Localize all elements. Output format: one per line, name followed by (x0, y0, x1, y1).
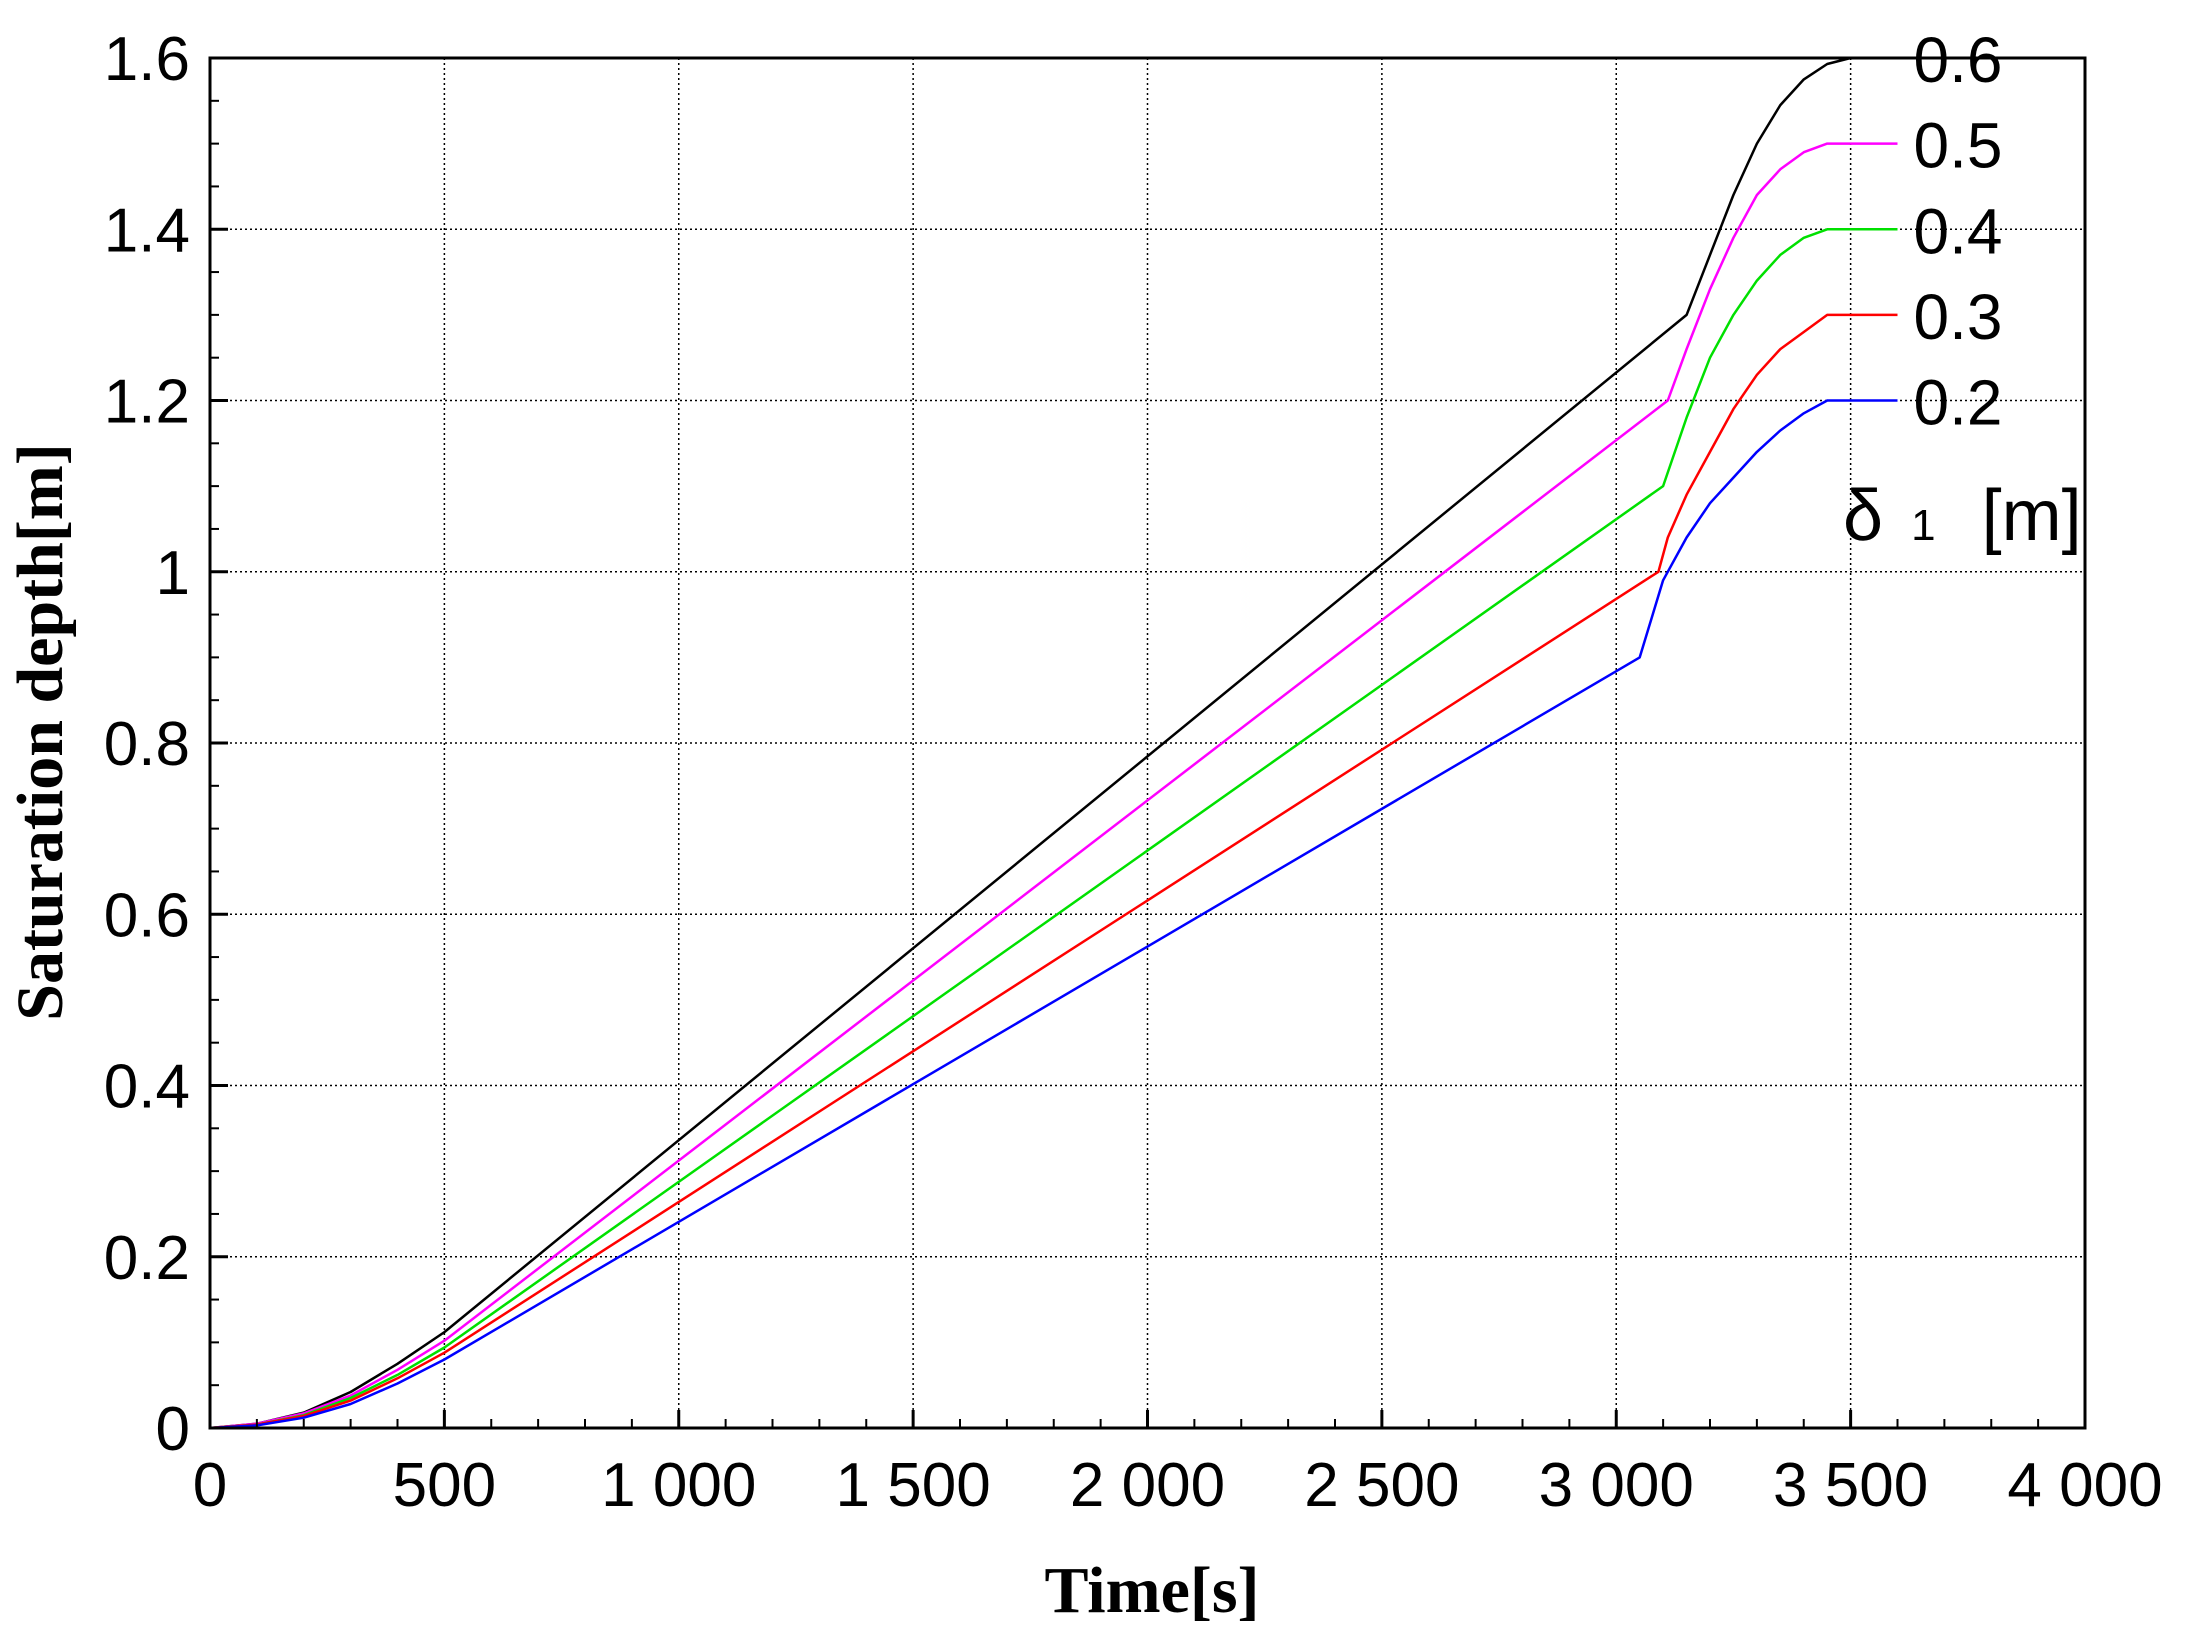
series-label-0.3: 0.3 (1914, 281, 2003, 353)
y-tick-label: 1.4 (104, 196, 190, 265)
x-tick-label: 3 000 (1539, 1451, 1694, 1520)
x-axis-title: Time[s] (1044, 1554, 1259, 1627)
x-tick-label: 1 000 (601, 1451, 756, 1520)
y-tick-label: 0.6 (104, 881, 190, 950)
x-tick-label: 2 000 (1070, 1451, 1225, 1520)
x-tick-label: 2 500 (1304, 1451, 1459, 1520)
y-tick-label: 1.6 (104, 25, 190, 94)
x-tick-label: 3 500 (1773, 1451, 1928, 1520)
series-line-0.3 (209, 313, 1898, 1430)
y-axis-title: Saturation depth[m] (4, 443, 77, 1021)
y-tick-label: 0.4 (104, 1053, 190, 1122)
legend-title-subscript: 1 (1911, 501, 1935, 550)
grid (210, 58, 2085, 1428)
series-line-0.6 (209, 56, 1898, 1430)
x-tick-label: 0 (193, 1451, 227, 1520)
y-tick-label: 0.8 (104, 710, 190, 779)
series-label-0.2: 0.2 (1914, 367, 2003, 439)
y-tick-label: 1.2 (104, 368, 190, 437)
y-tick-label: 1 (156, 539, 190, 608)
legend-title-unit: [m] (1982, 476, 2082, 556)
legend-title: δ 1 [m] (1843, 476, 2082, 556)
series-line-0.2 (209, 399, 1898, 1430)
y-tick-label: 0 (156, 1395, 190, 1464)
y-tick-label: 0.2 (104, 1224, 190, 1293)
series-label-0.4: 0.4 (1914, 195, 2003, 267)
axis-ticks (208, 56, 2087, 1430)
series-labels: 0.6 0.5 0.4 0.3 0.2 (1914, 24, 2003, 439)
series-lines (209, 56, 1898, 1430)
series-line-0.5 (209, 142, 1898, 1430)
x-tick-label: 4 000 (2007, 1451, 2162, 1520)
x-tick-label: 1 500 (836, 1451, 991, 1520)
tick-labels: 0 500 1 000 1 500 2 000 2 500 3 000 3 500 4 000 0… (104, 25, 2163, 1520)
x-tick-label: 500 (393, 1451, 496, 1520)
series-line-0.4 (209, 228, 1898, 1430)
series-label-0.5: 0.5 (1914, 110, 2003, 182)
series-label-0.6: 0.6 (1914, 24, 2003, 96)
legend-title-symbol: δ (1843, 476, 1883, 556)
